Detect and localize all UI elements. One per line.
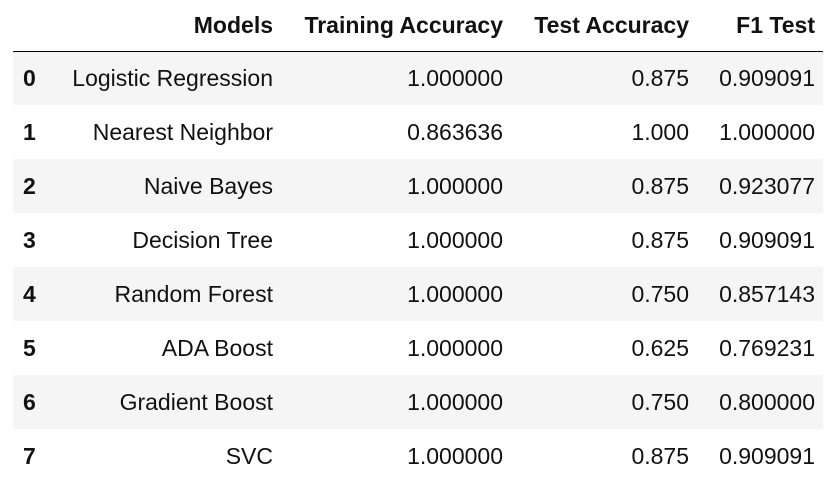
cell-model: Random Forest [114, 280, 273, 307]
cell-training-accuracy: 1.000000 [407, 172, 503, 199]
row-index: 4 [23, 280, 36, 307]
cell-training-accuracy: 1.000000 [407, 442, 503, 469]
header-test-accuracy: Test Accuracy [534, 11, 689, 38]
cell-training-accuracy: 0.863636 [407, 118, 503, 145]
table-row: 1 Nearest Neighbor 0.863636 1.000 1.000000 [13, 105, 823, 159]
table-header: Models Training Accuracy Test Accuracy F… [13, 0, 823, 51]
cell-training-accuracy: 1.000000 [407, 226, 503, 253]
cell-test-accuracy: 0.750 [631, 388, 689, 415]
cell-f1-test: 0.857143 [719, 280, 815, 307]
header-row: Models Training Accuracy Test Accuracy F… [13, 0, 823, 51]
cell-test-accuracy: 0.875 [631, 64, 689, 91]
cell-f1-test: 0.909091 [719, 226, 815, 253]
cell-training-accuracy: 1.000000 [407, 388, 503, 415]
cell-training-accuracy: 1.000000 [407, 64, 503, 91]
row-index: 7 [23, 442, 36, 469]
cell-test-accuracy: 0.750 [631, 280, 689, 307]
dataframe-output: Models Training Accuracy Test Accuracy F… [13, 0, 823, 483]
cell-test-accuracy: 0.875 [631, 172, 689, 199]
cell-model: Decision Tree [132, 226, 273, 253]
cell-model: Logistic Regression [72, 64, 273, 91]
header-index [13, 0, 59, 51]
table-row: 3 Decision Tree 1.000000 0.875 0.909091 [13, 213, 823, 267]
table-body: 0 Logistic Regression 1.000000 0.875 0.90909… [13, 51, 823, 483]
row-index: 0 [23, 64, 36, 91]
header-f1-test: F1 Test [736, 11, 815, 38]
row-index: 2 [23, 172, 36, 199]
cell-model: SVC [225, 442, 273, 469]
cell-model: Nearest Neighbor [92, 118, 273, 145]
header-training-accuracy: Training Accuracy [304, 11, 503, 38]
results-table: Models Training Accuracy Test Accuracy F… [13, 0, 823, 483]
cell-test-accuracy: 0.875 [631, 442, 689, 469]
table-row: 4 Random Forest 1.000000 0.750 0.857143 [13, 267, 823, 321]
row-index: 3 [23, 226, 36, 253]
cell-f1-test: 1.000000 [719, 118, 815, 145]
cell-test-accuracy: 0.875 [631, 226, 689, 253]
row-index: 1 [23, 118, 36, 145]
cell-test-accuracy: 0.625 [631, 334, 689, 361]
header-models: Models [193, 11, 273, 38]
cell-f1-test: 0.909091 [719, 64, 815, 91]
table-row: 5 ADA Boost 1.000000 0.625 0.769231 [13, 321, 823, 375]
cell-model: Naive Bayes [143, 172, 273, 199]
row-index: 6 [23, 388, 36, 415]
cell-test-accuracy: 1.000 [631, 118, 689, 145]
cell-f1-test: 0.909091 [719, 442, 815, 469]
cell-f1-test: 0.800000 [719, 388, 815, 415]
cell-training-accuracy: 1.000000 [407, 334, 503, 361]
table-row: 7 SVC 1.000000 0.875 0.909091 [13, 429, 823, 483]
cell-model: ADA Boost [161, 334, 273, 361]
cell-f1-test: 0.923077 [719, 172, 815, 199]
cell-training-accuracy: 1.000000 [407, 280, 503, 307]
table-row: 6 Gradient Boost 1.000000 0.750 0.800000 [13, 375, 823, 429]
cell-model: Gradient Boost [119, 388, 273, 415]
table-row: 0 Logistic Regression 1.000000 0.875 0.90909… [13, 51, 823, 105]
cell-f1-test: 0.769231 [719, 334, 815, 361]
row-index: 5 [23, 334, 36, 361]
table-row: 2 Naive Bayes 1.000000 0.875 0.923077 [13, 159, 823, 213]
